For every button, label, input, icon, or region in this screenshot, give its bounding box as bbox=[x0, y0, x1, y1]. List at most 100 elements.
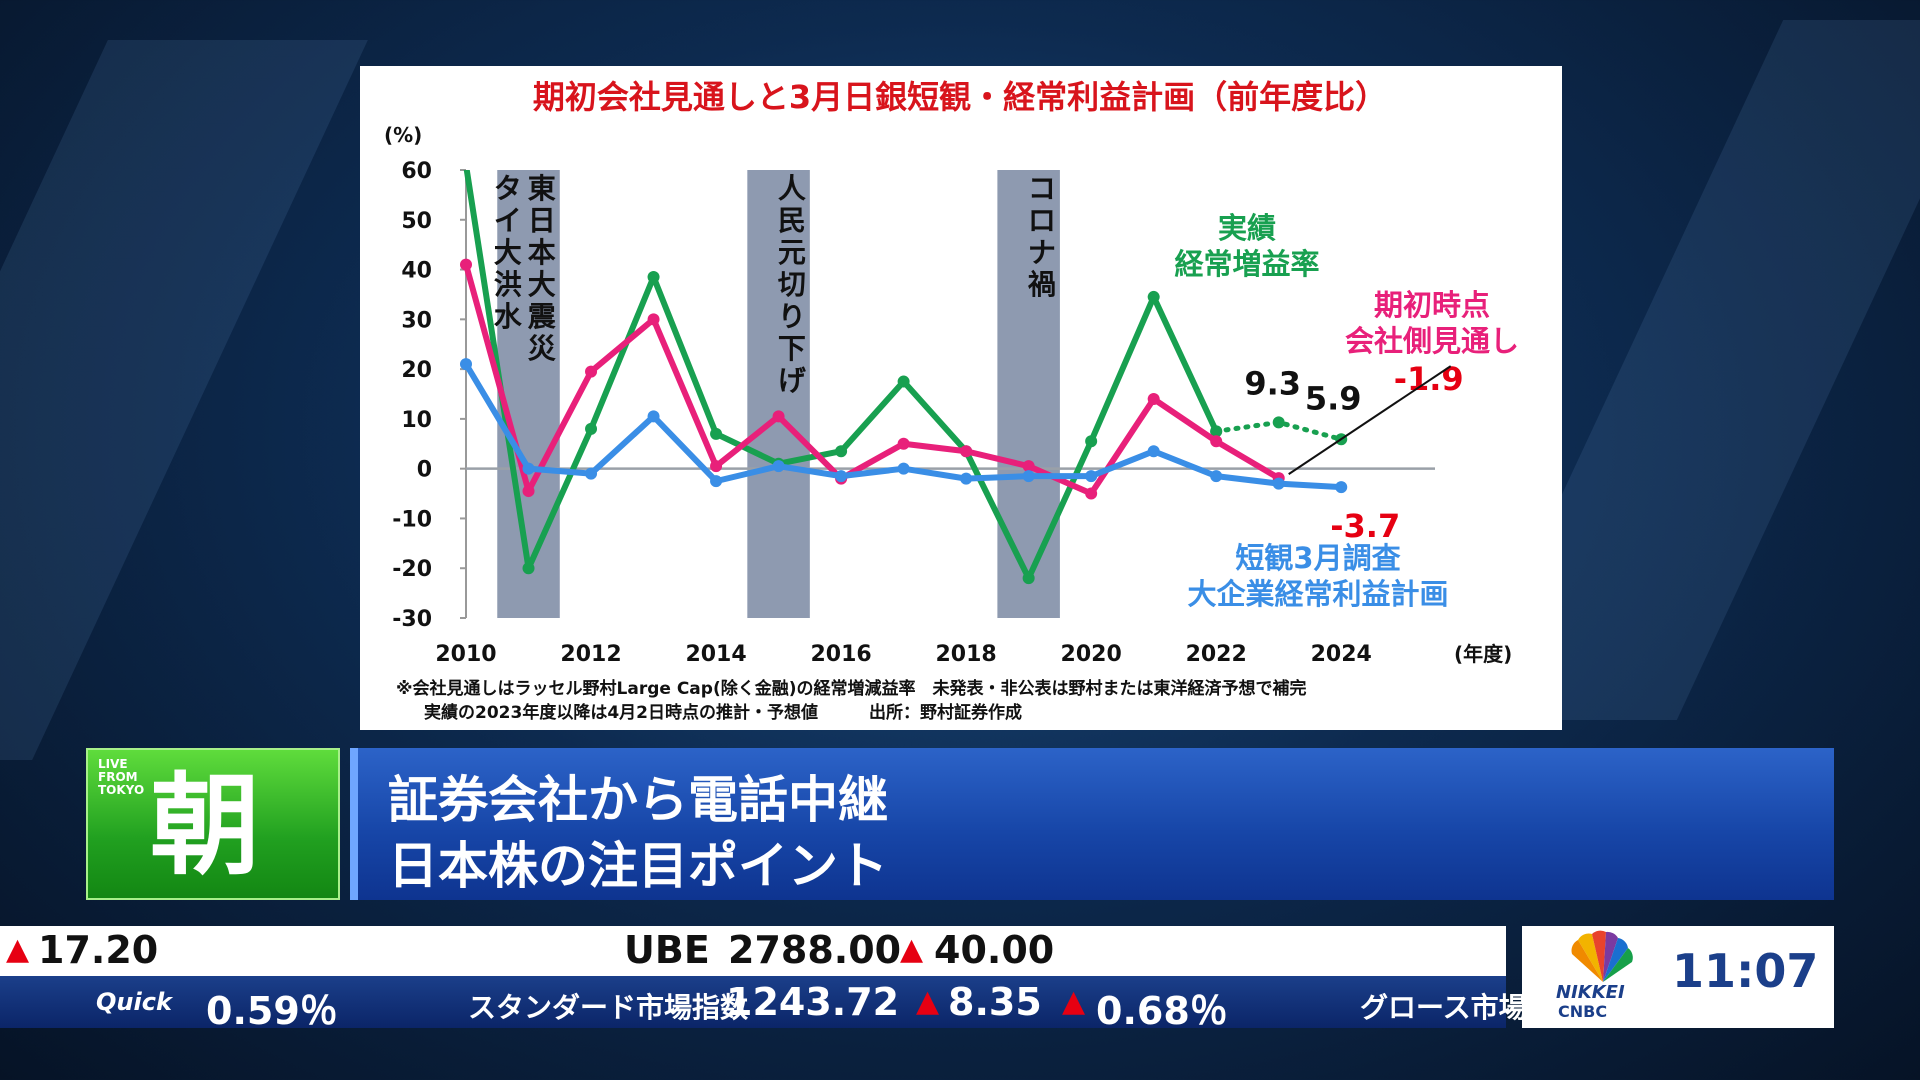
shaded-period-label: イ bbox=[494, 204, 522, 237]
clock-time: 11:07 bbox=[1672, 944, 1819, 998]
shaded-period-label: ナ bbox=[1028, 236, 1056, 269]
live-from-tokyo-tag: LIVE FROM TOKYO bbox=[98, 757, 145, 797]
shaded-period-label: 大 bbox=[494, 236, 522, 269]
data-point bbox=[897, 375, 910, 388]
series-label: 短観3月調査 bbox=[1235, 541, 1400, 575]
data-point bbox=[897, 462, 910, 475]
shaded-period-label: 切 bbox=[778, 268, 806, 301]
y-unit-label: (%) bbox=[384, 123, 422, 147]
next-index-name: グロース市場 bbox=[1360, 991, 1527, 1024]
nikkei-logo: NIKKEI bbox=[1556, 982, 1625, 1003]
data-point bbox=[1022, 470, 1035, 483]
index-value: 1243.72 bbox=[726, 980, 900, 1024]
program-kanji: 朝 bbox=[150, 762, 260, 890]
value-annotation: -1.9 bbox=[1394, 360, 1464, 398]
series-label: 実績 bbox=[1218, 211, 1276, 245]
shaded-period bbox=[497, 170, 560, 618]
x-tick-label: 2024 bbox=[1311, 642, 1372, 667]
forecast-point bbox=[1272, 416, 1285, 429]
shaded-period bbox=[997, 170, 1060, 618]
y-tick-label: 50 bbox=[401, 209, 432, 234]
data-point bbox=[772, 410, 785, 423]
lower-third: LIVE FROM TOKYO 朝 証券会社から電話中継 日本株の注目ポイント bbox=[86, 748, 1834, 900]
data-point bbox=[647, 410, 660, 423]
series-label: 経常増益率 bbox=[1174, 247, 1319, 281]
data-point bbox=[1022, 572, 1035, 585]
data-point bbox=[835, 445, 848, 458]
value-annotation: -3.7 bbox=[1330, 507, 1400, 545]
up-arrow-icon: ▲ bbox=[6, 932, 30, 967]
data-point bbox=[460, 258, 472, 271]
y-tick-label: 10 bbox=[401, 408, 432, 433]
series-group bbox=[460, 358, 1348, 494]
shaded-period-label: 災 bbox=[528, 332, 557, 365]
data-point bbox=[585, 467, 598, 480]
x-tick-label: 2016 bbox=[810, 642, 871, 667]
data-point bbox=[897, 437, 910, 450]
data-point bbox=[710, 460, 723, 473]
data-point bbox=[1147, 445, 1160, 458]
series-group bbox=[460, 258, 1285, 500]
data-point bbox=[522, 562, 535, 575]
shaded-period-label: 日 bbox=[528, 204, 556, 237]
series-label: 会社側見通し bbox=[1345, 324, 1519, 358]
data-point bbox=[460, 358, 472, 371]
shaded-period bbox=[747, 170, 810, 618]
headline-line-2: 日本株の注目ポイント bbox=[388, 837, 888, 895]
ticker-bottom: Quick 0.59％ スタンダード市場指数 1243.72 ▲ 8.35 ▲ … bbox=[0, 976, 1527, 1033]
annotation-leader bbox=[1288, 365, 1452, 475]
series-line bbox=[463, 170, 1219, 582]
y-tick-label: 40 bbox=[401, 259, 432, 284]
y-tick-label: -30 bbox=[392, 607, 432, 632]
x-tick-label: 2020 bbox=[1061, 642, 1122, 667]
live-badge: LIVE FROM TOKYO 朝 bbox=[86, 748, 340, 900]
data-point bbox=[1022, 460, 1035, 473]
data-point bbox=[1210, 470, 1223, 483]
background-stripe bbox=[0, 40, 368, 760]
shaded-period-label: コ bbox=[1028, 172, 1056, 205]
data-point bbox=[585, 422, 598, 435]
headline-box: 証券会社から電話中継 日本株の注目ポイント bbox=[350, 748, 1834, 900]
shaded-period-label: り bbox=[778, 300, 806, 333]
shaded-period-label: ロ bbox=[1028, 204, 1056, 237]
y-tick-label: 60 bbox=[401, 159, 432, 184]
forecast-point bbox=[1210, 425, 1223, 438]
index-change: 8.35 bbox=[948, 980, 1042, 1024]
shaded-period-label: タ bbox=[494, 172, 522, 205]
shaded-period-label: 本 bbox=[528, 236, 556, 269]
shaded-period-label: 禍 bbox=[1028, 268, 1056, 301]
data-point bbox=[585, 365, 598, 378]
ticker-top: ▲ 17.20 UBE 2788.00 ▲ 40.00 bbox=[0, 926, 1506, 976]
ticker-stock-name: UBE bbox=[624, 928, 710, 972]
chart-title: 期初会社見通しと3月日銀短観・経常利益計画（前年度比） bbox=[533, 78, 1387, 116]
series-group bbox=[463, 170, 1348, 585]
shaded-period-label: 元 bbox=[778, 236, 806, 269]
shaded-period-label: 民 bbox=[778, 204, 806, 237]
series-label: 大企業経常利益計画 bbox=[1187, 577, 1448, 611]
shaded-period-label: 東 bbox=[528, 172, 556, 205]
data-point bbox=[1085, 487, 1098, 500]
shaded-period-label: 洪 bbox=[494, 268, 522, 301]
up-arrow-icon: ▲ bbox=[916, 984, 940, 1019]
data-point bbox=[1085, 435, 1098, 448]
headline-line-1: 証券会社から電話中継 bbox=[388, 771, 888, 829]
shaded-period-label: げ bbox=[778, 364, 807, 397]
data-point bbox=[1147, 392, 1160, 405]
x-tick-label: 2010 bbox=[435, 642, 496, 667]
data-point bbox=[647, 271, 660, 284]
y-tick-label: 20 bbox=[401, 358, 432, 383]
x-tick-label: 2012 bbox=[560, 642, 621, 667]
data-point bbox=[1210, 435, 1223, 448]
data-point bbox=[647, 313, 660, 326]
ticker-stock-change: 40.00 bbox=[934, 928, 1055, 972]
data-point bbox=[960, 472, 973, 485]
cnbc-logo: CNBC bbox=[1558, 1002, 1608, 1021]
shaded-period-label: 大 bbox=[528, 268, 556, 301]
peacock-logo-icon bbox=[1571, 930, 1633, 982]
value-annotation: 5.9 bbox=[1305, 379, 1362, 417]
data-point bbox=[710, 427, 723, 440]
index-name: スタンダード市場指数 bbox=[468, 991, 749, 1024]
shaded-period-label: 水 bbox=[494, 300, 523, 333]
data-point bbox=[1085, 470, 1098, 483]
up-arrow-icon: ▲ bbox=[900, 932, 924, 967]
